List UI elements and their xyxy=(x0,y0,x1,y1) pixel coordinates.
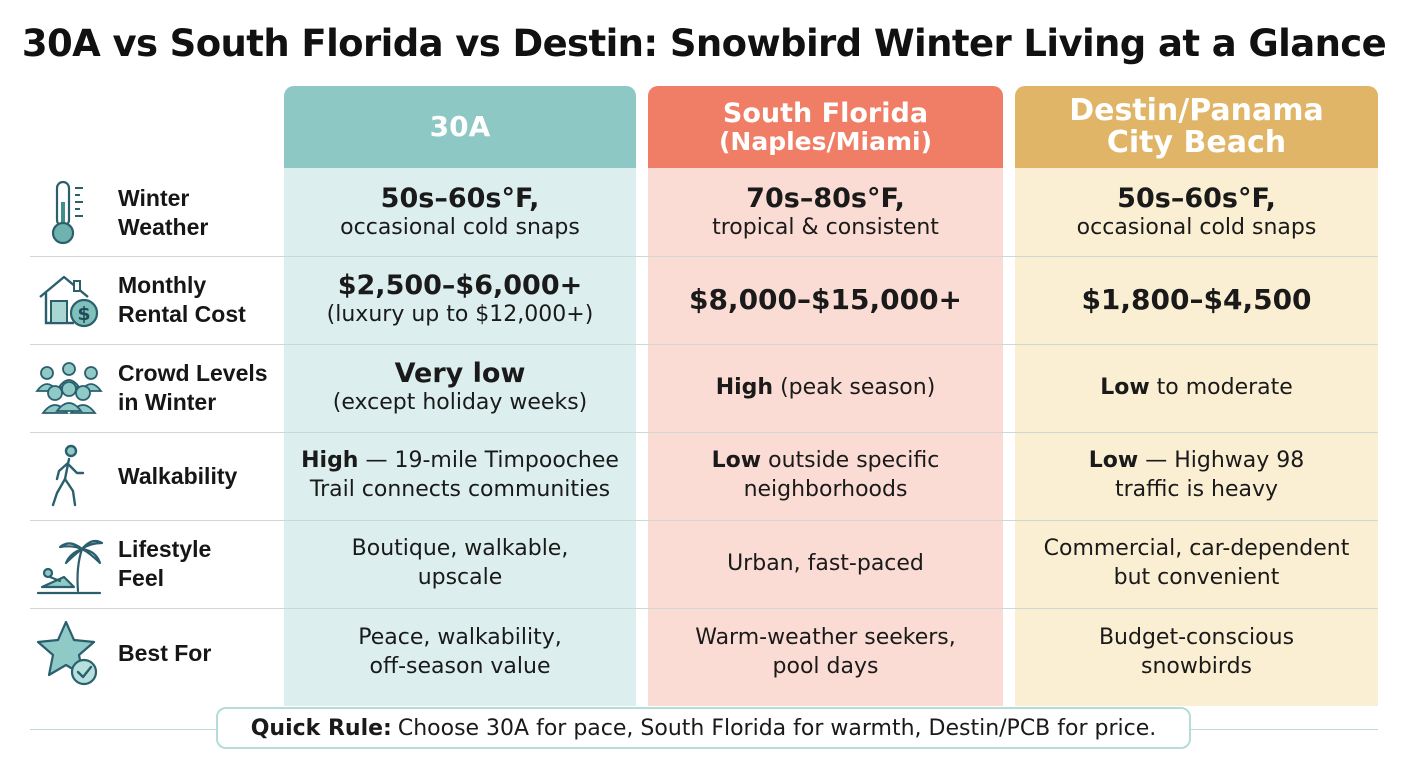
thermometer-icon xyxy=(30,170,108,256)
cell-sfl-rent: $8,000–$15,000+ xyxy=(648,256,1003,344)
cell-text: Warm-weather seekers, xyxy=(695,625,956,651)
cell-bold: High xyxy=(715,374,774,400)
beach-lounge-icon xyxy=(30,520,108,608)
cell-text: to moderate xyxy=(1149,374,1293,400)
row-label-line: Monthly xyxy=(118,272,207,299)
row-label-line: Walkability xyxy=(118,462,238,489)
row-label-winter-weather: Winter Weather xyxy=(118,170,283,256)
cell-text: (except holiday weeks) xyxy=(332,390,588,416)
cell-30a-lifestyle: Boutique, walkable, upscale xyxy=(284,520,636,608)
cell-text: — 19-mile Timpoochee xyxy=(358,448,619,474)
svg-text:$: $ xyxy=(77,303,90,325)
cell-headline: $2,500–$6,000+ xyxy=(337,270,583,302)
cell-destin-crowd: Low to moderate xyxy=(1015,344,1378,432)
cell-text: Peace, walkability, xyxy=(358,625,562,651)
quick-rule-label: Quick Rule: xyxy=(250,715,392,741)
cell-destin-walkability: Low — Highway 98 traffic is heavy xyxy=(1015,432,1378,520)
column-header-south-florida-label: South Florida xyxy=(722,97,929,129)
row-label-line: Feel xyxy=(118,565,165,591)
cell-text-line2: but convenient xyxy=(1113,565,1280,590)
cell-text: — Highway 98 xyxy=(1138,448,1305,474)
row-divider xyxy=(30,520,1378,521)
quick-rule-banner: Quick Rule: Choose 30A for pace, South F… xyxy=(216,707,1191,749)
cell-sfl-lifestyle: Urban, fast-paced xyxy=(648,520,1003,608)
cell-text-line2: traffic is heavy xyxy=(1114,477,1279,502)
cell-text: (luxury up to $12,000+) xyxy=(326,302,594,328)
column-header-destin-line2: City Beach xyxy=(1106,125,1287,160)
cell-sfl-crowd: High (peak season) xyxy=(648,344,1003,432)
cell-text: Boutique, walkable, xyxy=(351,536,569,562)
cell-30a-crowd: Very low (except holiday weeks) xyxy=(284,344,636,432)
cell-30a-rent: $2,500–$6,000+ (luxury up to $12,000+) xyxy=(284,256,636,344)
row-label-crowd-levels: Crowd Levels in Winter xyxy=(118,344,283,432)
cell-headline: 50s–60s°F, xyxy=(380,183,540,215)
column-header-destin-line1: Destin/Panama xyxy=(1069,92,1324,128)
row-label-lifestyle-feel: Lifestyle Feel xyxy=(118,520,283,608)
cell-sfl-walkability: Low outside specific neighborhoods xyxy=(648,432,1003,520)
cell-text-line2: snowbirds xyxy=(1140,654,1253,679)
cell-text: Urban, fast-paced xyxy=(727,550,924,576)
row-divider xyxy=(30,344,1378,345)
cell-headline: $1,800–$4,500 xyxy=(1081,282,1312,316)
column-header-30a-label: 30A xyxy=(429,109,491,143)
cell-30a-best-for: Peace, walkability, off-season value xyxy=(284,608,636,698)
walking-person-icon xyxy=(30,432,108,520)
cell-text-line2: Trail connects communities xyxy=(309,477,611,502)
cell-destin-best-for: Budget-conscious snowbirds xyxy=(1015,608,1378,698)
cell-destin-weather: 50s–60s°F, occasional cold snaps xyxy=(1015,170,1378,256)
cell-text-line2: pool days xyxy=(772,654,879,679)
cell-bold: High xyxy=(301,448,359,474)
cell-headline: 70s–80s°F, xyxy=(746,183,905,215)
row-divider xyxy=(30,608,1378,609)
cell-destin-lifestyle: Commercial, car-dependent but convenient xyxy=(1015,520,1378,608)
column-30a: 30A xyxy=(284,86,636,706)
cell-text: tropical & consistent xyxy=(712,215,939,241)
cell-headline: Very low xyxy=(394,358,526,390)
row-label-line: Best For xyxy=(118,639,212,666)
cell-sfl-best-for: Warm-weather seekers, pool days xyxy=(648,608,1003,698)
cell-30a-walkability: High — 19-mile Timpoochee Trail connects… xyxy=(284,432,636,520)
house-dollar-icon: $ xyxy=(30,256,108,344)
row-label-best-for: Best For xyxy=(118,608,283,698)
cell-30a-weather: 50s–60s°F, occasional cold snaps xyxy=(284,170,636,256)
column-header-destin: Destin/Panama City Beach xyxy=(1015,86,1378,168)
cell-sfl-weather: 70s–80s°F, tropical & consistent xyxy=(648,170,1003,256)
cell-text-line2: off-season value xyxy=(369,654,551,679)
row-label-line: Lifestyle xyxy=(118,536,212,563)
quick-rule-text: Choose 30A for pace, South Florida for w… xyxy=(397,715,1157,741)
row-label-line: Weather xyxy=(118,214,209,240)
crowd-icon xyxy=(30,344,108,432)
row-label-line: in Winter xyxy=(118,389,217,415)
cell-text: occasional cold snaps xyxy=(1076,215,1317,241)
cell-headline: $8,000–$15,000+ xyxy=(688,282,963,316)
star-check-icon xyxy=(30,608,108,698)
cell-text-line2: neighborhoods xyxy=(743,477,908,502)
cell-bold: Low xyxy=(1100,374,1150,400)
row-label-line: Crowd Levels xyxy=(118,360,268,387)
column-destin: Destin/Panama City Beach xyxy=(1015,86,1378,706)
cell-destin-rent: $1,800–$4,500 xyxy=(1015,256,1378,344)
row-label-line: Rental Cost xyxy=(118,301,246,327)
row-divider xyxy=(30,432,1378,433)
cell-text: outside specific xyxy=(761,448,940,474)
cell-bold: Low xyxy=(1088,448,1139,474)
cell-text-line2: upscale xyxy=(417,565,503,590)
column-header-south-florida: South Florida (Naples/Miami) xyxy=(648,86,1003,168)
cell-text: (peak season) xyxy=(773,374,936,400)
row-label-line: Winter xyxy=(118,185,190,212)
page-title: 30A vs South Florida vs Destin: Snowbird… xyxy=(21,22,1387,65)
row-label-walkability: Walkability xyxy=(118,432,283,520)
cell-text: Budget-conscious xyxy=(1098,625,1295,651)
cell-bold: Low xyxy=(711,448,762,474)
cell-headline: 50s–60s°F, xyxy=(1117,183,1276,215)
column-header-south-florida-sublabel: (Naples/Miami) xyxy=(718,127,932,157)
row-label-monthly-rental-cost: Monthly Rental Cost xyxy=(118,256,283,344)
column-south-florida: South Florida (Naples/Miami) xyxy=(648,86,1003,706)
cell-text: occasional cold snaps xyxy=(340,215,580,241)
cell-text: Commercial, car-dependent xyxy=(1043,536,1350,562)
column-header-30a: 30A xyxy=(284,86,636,168)
row-divider xyxy=(30,256,1378,257)
